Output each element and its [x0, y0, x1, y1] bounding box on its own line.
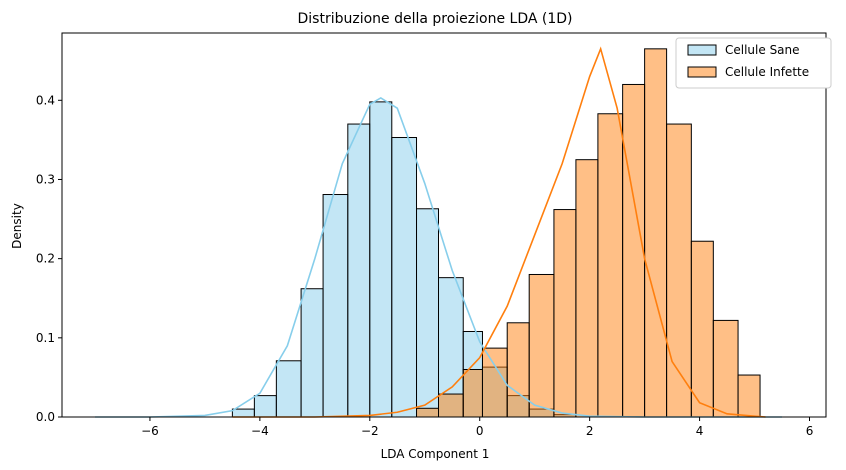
- histogram-bar: [275, 360, 302, 418]
- x-tick-label: −6: [141, 424, 159, 438]
- y-axis-label: Density: [10, 203, 24, 249]
- histogram-bar: [391, 137, 418, 418]
- histogram-bar: [690, 240, 714, 418]
- y-tick-label: 0.4: [36, 93, 55, 107]
- chart-title: Distribuzione della proiezione LDA (1D): [297, 11, 572, 27]
- histogram-bar: [347, 123, 371, 418]
- x-axis-label: LDA Component 1: [381, 447, 490, 461]
- legend-label-infette: Cellule Infette: [725, 65, 809, 79]
- histogram-bar: [553, 209, 577, 418]
- histogram-bar: [231, 408, 255, 418]
- histogram-bar: [506, 322, 530, 418]
- histogram-bar: [438, 393, 464, 418]
- histogram-bar: [416, 208, 440, 418]
- x-tick-label: −4: [251, 424, 269, 438]
- x-tick-label: 0: [476, 424, 484, 438]
- legend: Cellule Sane Cellule Infette: [675, 37, 832, 89]
- histogram-bar: [737, 374, 761, 418]
- y-tick-label: 0.3: [36, 172, 55, 186]
- y-tick-label: 0.1: [36, 331, 55, 345]
- histogram-bar: [622, 83, 646, 418]
- histogram-bar: [597, 113, 624, 418]
- histogram-bar: [416, 407, 440, 418]
- histogram-bar: [322, 194, 349, 418]
- histogram-bar: [253, 395, 277, 418]
- legend-swatch-sane: [687, 44, 717, 56]
- histogram-bar: [712, 319, 739, 418]
- y-tick-label: 0.0: [36, 410, 55, 424]
- x-tick-label: −2: [361, 424, 379, 438]
- x-tick-label: 4: [696, 424, 704, 438]
- histogram-bar: [369, 101, 393, 418]
- legend-label-sane: Cellule Sane: [725, 43, 800, 57]
- y-tick-label: 0.2: [36, 252, 55, 266]
- plot-frame: [61, 32, 827, 418]
- histogram-bar: [300, 288, 324, 418]
- legend-swatch-infette: [687, 66, 717, 78]
- histogram-bar: [481, 347, 508, 418]
- histogram-bar: [528, 273, 555, 418]
- axes: −6 −4 −2 0 2 4 6 0.0 0.1 0.2 0.3 0.4: [36, 32, 827, 438]
- histogram-bar: [575, 159, 599, 418]
- plot-area: [94, 46, 783, 418]
- x-tick-label: 6: [806, 424, 814, 438]
- x-tick-label: 2: [586, 424, 594, 438]
- histogram-bar: [644, 48, 668, 418]
- kde-line: [232, 46, 766, 418]
- kde-line: [94, 96, 783, 418]
- histogram-bar: [462, 368, 483, 418]
